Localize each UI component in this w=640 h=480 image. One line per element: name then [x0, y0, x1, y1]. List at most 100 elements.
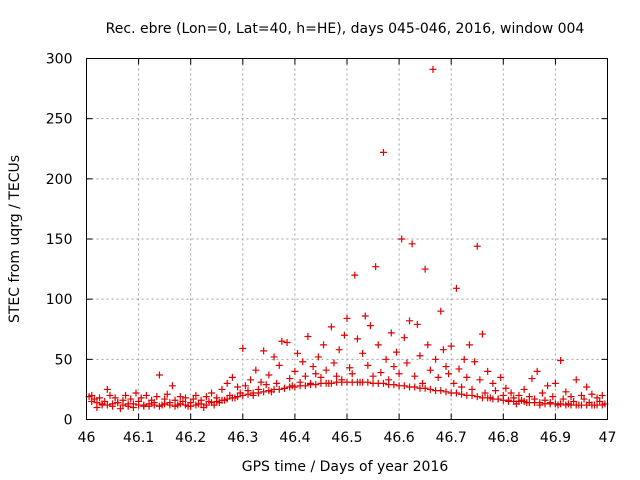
data-point: [369, 372, 377, 380]
data-point: [379, 379, 387, 387]
data-point: [346, 364, 354, 372]
data-point: [458, 383, 466, 391]
data-point: [137, 394, 145, 402]
data-point: [197, 400, 205, 408]
data-point: [559, 395, 567, 403]
data-point: [580, 395, 588, 403]
data-point: [145, 400, 153, 408]
data-point: [348, 370, 356, 378]
data-point: [489, 379, 497, 387]
chart-title: Rec. ebre (Lon=0, Lat=40, h=HE), days 04…: [106, 21, 585, 37]
data-point: [408, 240, 416, 248]
data-point: [598, 391, 606, 399]
data-point: [458, 390, 466, 398]
data-point: [299, 358, 307, 366]
data-point: [544, 382, 552, 390]
x-tick-label: 47: [599, 430, 617, 446]
data-point: [406, 317, 414, 325]
data-point: [361, 312, 369, 320]
data-point: [135, 401, 143, 409]
data-point: [320, 341, 328, 349]
data-points: [85, 65, 609, 413]
data-point: [252, 366, 260, 374]
data-point: [476, 376, 484, 384]
data-point: [374, 341, 382, 349]
data-point: [291, 367, 299, 375]
data-point: [507, 389, 515, 397]
data-point: [176, 400, 184, 408]
data-point: [119, 401, 127, 409]
data-point: [567, 393, 575, 401]
grid-lines: [86, 58, 608, 420]
data-point: [223, 379, 231, 387]
data-point: [239, 391, 247, 399]
data-point: [106, 391, 114, 399]
data-point: [208, 399, 216, 407]
data-point: [390, 363, 398, 371]
x-tick-label: 46.8: [488, 430, 519, 446]
data-point: [176, 393, 184, 401]
data-point: [494, 395, 502, 403]
data-point: [283, 338, 291, 346]
data-point: [234, 393, 242, 401]
data-point: [116, 405, 124, 413]
data-point: [312, 370, 320, 378]
data-point: [202, 393, 210, 401]
data-point: [213, 397, 221, 405]
x-tick-label: 46.6: [384, 430, 415, 446]
data-point: [442, 363, 450, 371]
data-point: [218, 385, 226, 393]
data-point: [166, 401, 174, 409]
data-point: [536, 399, 544, 407]
data-point: [301, 372, 309, 380]
data-point: [314, 353, 322, 361]
data-point: [416, 352, 424, 360]
data-point: [551, 379, 559, 387]
data-point: [155, 371, 163, 379]
data-point: [562, 388, 570, 396]
data-point: [520, 397, 528, 405]
data-point: [260, 347, 268, 355]
data-point: [247, 376, 255, 384]
data-point: [181, 401, 189, 409]
data-point: [330, 359, 338, 367]
data-point: [364, 378, 372, 386]
y-tick-label: 250: [46, 112, 73, 128]
data-point: [452, 389, 460, 397]
data-point: [429, 65, 437, 73]
data-point: [187, 402, 195, 410]
data-point: [426, 366, 434, 374]
data-point: [93, 399, 101, 407]
data-point: [327, 323, 335, 331]
data-point: [497, 373, 505, 381]
data-point: [129, 400, 137, 408]
data-point: [140, 402, 148, 410]
data-point: [103, 385, 111, 393]
data-point: [122, 391, 130, 399]
data-point: [88, 391, 96, 399]
data-point: [127, 395, 135, 403]
data-point: [359, 349, 367, 357]
data-point: [327, 379, 335, 387]
data-point: [208, 389, 216, 397]
data-point: [163, 390, 171, 398]
data-point: [301, 382, 309, 390]
data-point: [286, 375, 294, 383]
data-point: [400, 334, 408, 342]
data-point: [432, 355, 440, 363]
data-point: [351, 271, 359, 279]
data-point: [455, 365, 463, 373]
data-point: [280, 384, 288, 392]
data-point: [468, 391, 476, 399]
data-point: [98, 400, 106, 408]
data-point: [505, 396, 513, 404]
data-point: [181, 394, 189, 402]
data-point: [572, 376, 580, 384]
data-point: [322, 366, 330, 374]
data-point: [273, 379, 281, 387]
x-tick-label: 46.3: [227, 430, 258, 446]
data-point: [270, 353, 278, 361]
data-point: [278, 337, 286, 345]
data-point: [171, 396, 179, 404]
